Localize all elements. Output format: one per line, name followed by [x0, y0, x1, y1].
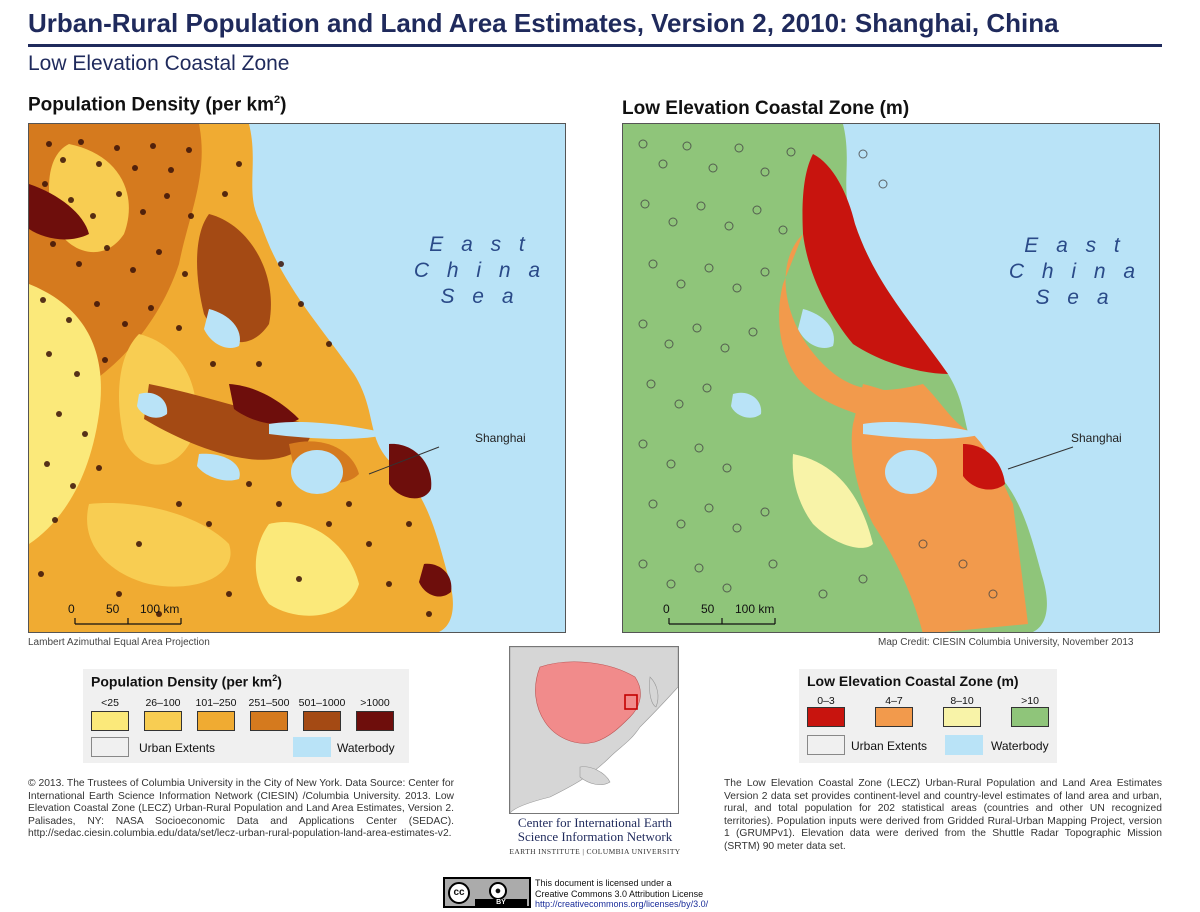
- dataset-description: The Low Elevation Coastal Zone (LECZ) Ur…: [724, 778, 1162, 852]
- density-class-swatch: [197, 711, 235, 731]
- locator-map: [509, 646, 679, 814]
- license-text: This document is licensed under a Creati…: [535, 878, 709, 909]
- density-class-label: 251–500: [248, 697, 290, 709]
- cc-by-badge[interactable]: cc ● BY: [443, 877, 531, 908]
- density-class-label: 26–100: [145, 697, 181, 709]
- lecz-class-swatch: [807, 707, 845, 727]
- population-density-legend: Population Density (per km2) <25 26–100 10…: [83, 669, 409, 763]
- density-class-label: 501–1000: [298, 697, 346, 709]
- ciesin-subtitle: EARTH INSTITUTE | COLUMBIA UNIVERSITY: [509, 847, 681, 856]
- right-map-title: Low Elevation Coastal Zone (m): [622, 98, 910, 119]
- lecz-class-label: 8–10: [950, 695, 974, 707]
- attribution-person-icon: ●: [489, 882, 507, 900]
- left-map-scale-100: 100 km: [140, 602, 180, 616]
- lecz-urban-extents-swatch: [807, 735, 845, 755]
- right-map-scale-0: 0: [663, 602, 670, 616]
- density-class-swatch: [356, 711, 394, 731]
- citation-text: © 2013. The Trustees of Columbia Univers…: [28, 778, 454, 840]
- lecz-waterbody-label: Waterbody: [991, 739, 1049, 753]
- page-title: Urban-Rural Population and Land Area Est…: [28, 8, 1059, 38]
- density-class-label: <25: [101, 697, 119, 709]
- lecz-class-swatch: [1011, 707, 1049, 727]
- waterbody-label: Waterbody: [337, 741, 395, 755]
- locator-map-graphic: [509, 646, 679, 814]
- right-map-city-label: Shanghai: [1071, 431, 1122, 445]
- left-map-city-label: Shanghai: [475, 431, 526, 445]
- density-class-swatch: [303, 711, 341, 731]
- lecz-class-swatch: [875, 707, 913, 727]
- map-credit: Map Credit: CIESIN Columbia University, …: [878, 637, 1134, 648]
- license-link[interactable]: http://creativecommons.org/licenses/by/3…: [535, 899, 709, 909]
- cc-icon: cc: [448, 882, 470, 904]
- by-label: BY: [475, 899, 527, 907]
- projection-note: Lambert Azimuthal Equal Area Projection: [28, 637, 210, 648]
- lecz-class-label: 4–7: [885, 695, 903, 707]
- lecz-legend: Low Elevation Coastal Zone (m) 0–3 4–7 8–1…: [799, 669, 1057, 763]
- lecz-map[interactable]: [622, 123, 1160, 633]
- lecz-urban-extents-label: Urban Extents: [851, 739, 928, 753]
- density-class-swatch: [144, 711, 182, 731]
- left-map-scale-50: 50: [106, 602, 120, 616]
- lecz-class-swatch: [943, 707, 981, 727]
- lecz-class-label: 0–3: [817, 695, 835, 707]
- population-density-legend-title: Population Density (per km2): [91, 673, 282, 690]
- left-map-scale-0: 0: [68, 602, 75, 616]
- population-density-map-graphic: [29, 124, 565, 632]
- density-class-label: >1000: [360, 697, 390, 709]
- density-class-swatch: [91, 711, 129, 731]
- page-subtitle: Low Elevation Coastal Zone: [28, 52, 290, 75]
- population-density-map[interactable]: [28, 123, 566, 633]
- density-class-swatch: [250, 711, 288, 731]
- right-map-scale-100: 100 km: [735, 602, 775, 616]
- right-map-scale-50: 50: [701, 602, 715, 616]
- urban-extents-swatch: [91, 737, 129, 757]
- lecz-class-label: >10: [1021, 695, 1039, 707]
- lecz-legend-title: Low Elevation Coastal Zone (m): [807, 673, 1019, 689]
- urban-extents-label: Urban Extents: [139, 741, 216, 755]
- left-map-title: Population Density (per km2): [28, 94, 287, 116]
- density-class-label: 101–250: [195, 697, 237, 709]
- lecz-map-graphic: [623, 124, 1159, 632]
- waterbody-swatch: [293, 737, 331, 757]
- lecz-waterbody-swatch: [945, 735, 983, 755]
- title-divider: [28, 44, 1162, 47]
- ciesin-logo: Center for International Earth Science I…: [517, 815, 673, 844]
